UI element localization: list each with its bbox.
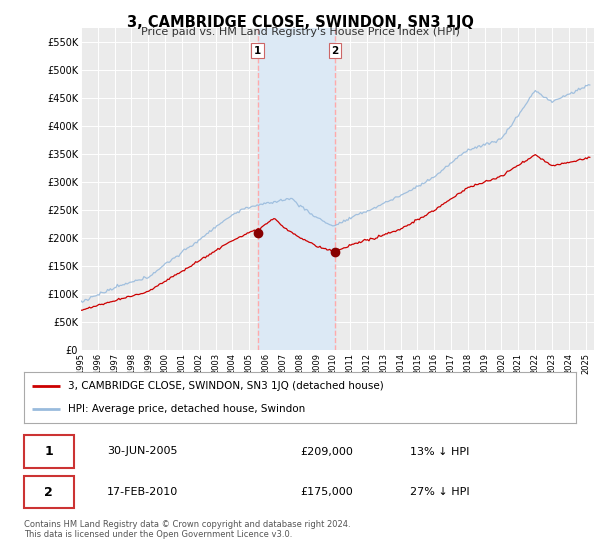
Bar: [257, 28, 335, 350]
Text: 30-JUN-2005: 30-JUN-2005: [107, 446, 178, 456]
Text: 1: 1: [44, 445, 53, 458]
Text: 1: 1: [254, 45, 261, 55]
Text: Contains HM Land Registry data © Crown copyright and database right 2024.
This d: Contains HM Land Registry data © Crown c…: [24, 520, 350, 539]
Text: 2: 2: [44, 486, 53, 498]
FancyBboxPatch shape: [24, 476, 74, 508]
Text: £209,000: £209,000: [300, 446, 353, 456]
Text: 2: 2: [331, 45, 338, 55]
Text: HPI: Average price, detached house, Swindon: HPI: Average price, detached house, Swin…: [68, 404, 305, 414]
Text: Price paid vs. HM Land Registry's House Price Index (HPI): Price paid vs. HM Land Registry's House …: [140, 27, 460, 37]
Text: 3, CAMBRIDGE CLOSE, SWINDON, SN3 1JQ: 3, CAMBRIDGE CLOSE, SWINDON, SN3 1JQ: [127, 15, 473, 30]
Text: 27% ↓ HPI: 27% ↓ HPI: [410, 487, 470, 497]
Text: 17-FEB-2010: 17-FEB-2010: [107, 487, 178, 497]
Text: 13% ↓ HPI: 13% ↓ HPI: [410, 446, 470, 456]
Text: 3, CAMBRIDGE CLOSE, SWINDON, SN3 1JQ (detached house): 3, CAMBRIDGE CLOSE, SWINDON, SN3 1JQ (de…: [68, 381, 384, 391]
FancyBboxPatch shape: [24, 435, 74, 468]
Text: £175,000: £175,000: [300, 487, 353, 497]
